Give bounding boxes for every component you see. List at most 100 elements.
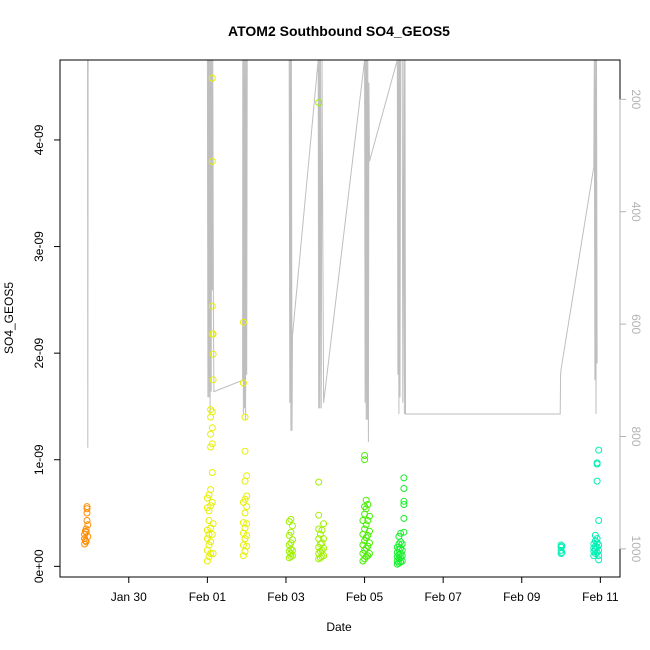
- data-point-2-22: [315, 99, 323, 107]
- data-point-2-20: [315, 511, 323, 519]
- data-point-3-27: [366, 512, 373, 520]
- data-point-5-18: [593, 535, 601, 543]
- secondary-tick-label-4: 1000: [629, 536, 643, 563]
- pressure-line: [87, 59, 598, 448]
- y-axis-label: SO4_GEOS5: [2, 282, 16, 354]
- data-point-1-52: [243, 531, 251, 539]
- data-point-1-29: [208, 157, 216, 165]
- data-point-4-16: [397, 529, 405, 537]
- data-point-3-24: [366, 550, 373, 557]
- secondary-tick-label-3: 800: [629, 426, 643, 446]
- data-point-4-11: [397, 558, 405, 566]
- x-axis-label: Date: [326, 620, 352, 634]
- data-point-2-31: [320, 552, 328, 560]
- data-point-3-23: [364, 501, 372, 508]
- data-point-1-33: [209, 330, 217, 338]
- data-point-1-34: [209, 550, 217, 557]
- data-point-1-0: [203, 557, 211, 565]
- data-point-2-32: [320, 544, 328, 552]
- data-point-3-26: [366, 527, 373, 535]
- data-point-3-22: [364, 517, 372, 524]
- data-point-5-5: [558, 542, 566, 550]
- data-point-4-9: [395, 540, 403, 548]
- data-point-1-49: [241, 447, 249, 455]
- data-point-5-2: [557, 543, 565, 551]
- data-point-2-11: [289, 552, 296, 560]
- data-point-1-35: [209, 520, 217, 528]
- data-point-2-9: [287, 528, 295, 536]
- data-point-2-34: [320, 520, 328, 528]
- data-point-1-36: [239, 552, 247, 560]
- data-point-1-22: [208, 424, 216, 432]
- secondary-y-axis: 200 400 600 800 1000: [619, 89, 643, 563]
- data-point-2-10: [287, 515, 295, 523]
- secondary-tick-label-1: 400: [629, 202, 643, 222]
- data-point-2-14: [289, 522, 296, 530]
- data-point-5-13: [591, 537, 599, 545]
- data-point-3-18: [362, 496, 370, 504]
- data-point-1-12: [207, 550, 215, 557]
- data-point-1-21: [208, 440, 216, 448]
- x-tick-label-0: Jan 30: [111, 590, 147, 604]
- pressure-trace: [87, 59, 598, 448]
- data-point-5-19: [593, 477, 601, 485]
- chart-title: ATOM2 Southbound SO4_GEOS5: [228, 23, 450, 39]
- y-tick-label-4: 4e-09: [32, 124, 46, 155]
- data-point-2-5: [287, 553, 295, 561]
- data-point-3-16: [362, 521, 370, 529]
- data-point-2-21: [315, 478, 323, 486]
- data-point-4-22: [400, 514, 408, 522]
- data-point-1-25: [208, 498, 216, 506]
- data-point-4-23: [400, 501, 408, 508]
- data-point-3-4: [359, 517, 367, 524]
- x-axis: Jan 30 Feb 01 Feb 03 Feb 05 Feb 07 Feb 09 Feb …: [111, 576, 619, 604]
- data-point-4-15: [397, 538, 405, 546]
- data-point-3-12: [361, 452, 369, 459]
- data-point-0-8: [83, 517, 91, 524]
- data-point-1-53: [243, 520, 251, 528]
- data-point-4-20: [398, 540, 406, 548]
- data-point-5-17: [593, 539, 601, 547]
- data-point-4-21: [400, 528, 408, 536]
- data-point-2-4: [285, 518, 293, 526]
- data-point-2-13: [289, 536, 296, 544]
- data-point-1-51: [243, 542, 251, 550]
- y-tick-label-0: 0e+00: [32, 549, 46, 583]
- y-tick-label-3: 3e-09: [32, 231, 46, 262]
- data-point-0-6: [82, 528, 90, 536]
- data-point-1-32: [209, 376, 217, 384]
- data-point-1-9: [205, 517, 213, 524]
- data-point-1-56: [243, 472, 251, 480]
- y-tick-label-2: 2e-09: [32, 337, 46, 368]
- data-point-4-25: [400, 485, 408, 492]
- data-point-5-25: [595, 541, 603, 549]
- data-point-1-18: [207, 430, 215, 438]
- x-tick-label-1: Feb 01: [189, 590, 227, 604]
- data-point-3-19: [364, 552, 372, 560]
- data-point-3-25: [366, 539, 373, 547]
- data-point-0-10: [83, 505, 91, 513]
- plot-frame: [59, 59, 621, 578]
- x-tick-label-6: Feb 11: [582, 590, 619, 604]
- data-point-1-55: [243, 492, 251, 500]
- x-tick-label-2: Feb 03: [267, 590, 305, 604]
- data-point-3-11: [361, 456, 369, 464]
- data-point-2-12: [289, 546, 296, 554]
- y-tick-label-1: 1e-09: [32, 444, 46, 475]
- data-point-3-17: [362, 505, 370, 513]
- data-point-5-26: [595, 517, 603, 524]
- data-point-1-31: [209, 350, 217, 358]
- secondary-tick-label-0: 200: [629, 89, 643, 109]
- data-point-1-30: [208, 74, 216, 82]
- data-point-1-45: [241, 524, 249, 532]
- y-axis: 0e+00 1e-09 2e-09 3e-09 4e-09: [32, 124, 61, 583]
- data-point-1-42: [239, 318, 247, 326]
- data-point-0-11: [83, 503, 91, 511]
- data-point-0-12: [84, 521, 92, 529]
- data-point-5-3: [557, 541, 565, 549]
- data-point-3-14: [362, 544, 370, 552]
- data-point-1-50: [241, 413, 249, 421]
- data-point-0-0: [81, 540, 89, 548]
- data-point-1-23: [208, 408, 216, 416]
